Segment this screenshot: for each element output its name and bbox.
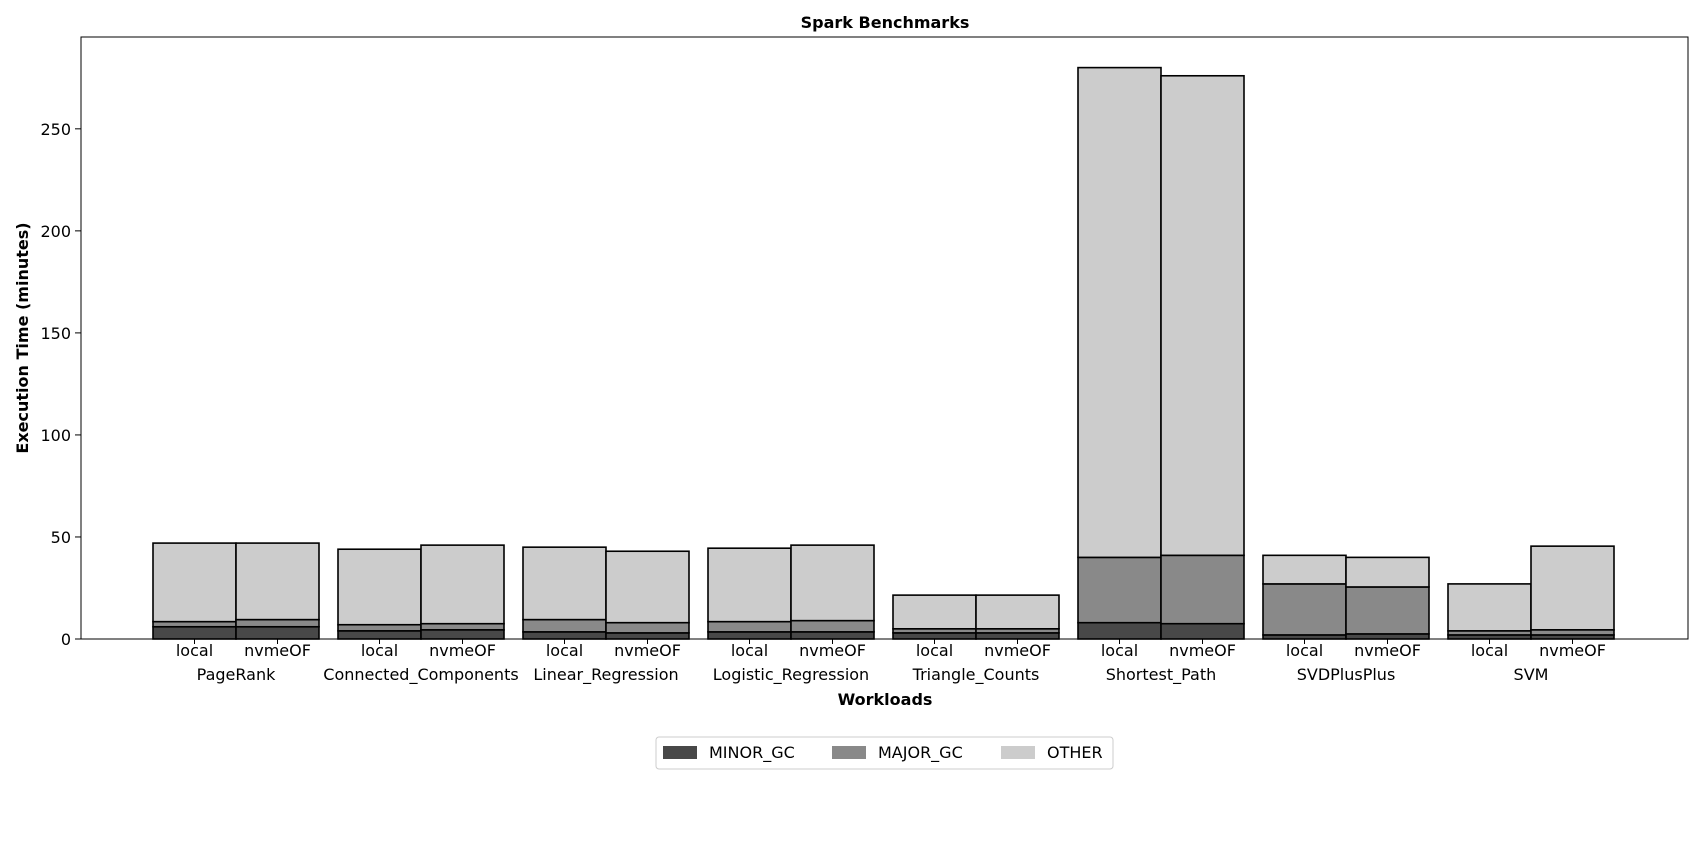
bar-segment-minor-gc: [605, 632, 690, 640]
bar-segment-minor-gc: [1077, 621, 1162, 640]
chart-title: Spark Benchmarks: [801, 13, 970, 32]
bar-segment-other: [1530, 545, 1615, 631]
x-workload-label: Logistic_Regression: [713, 665, 869, 685]
x-config-label: nvmeOF: [614, 641, 681, 660]
y-tick-label: 0: [61, 630, 71, 649]
bar-segment-other: [605, 550, 690, 624]
bar-segment-major-gc: [1345, 586, 1430, 635]
x-workload-label: Triangle_Counts: [912, 665, 1040, 685]
x-config-label: nvmeOF: [1354, 641, 1421, 660]
bar-segment-major-gc: [1262, 583, 1347, 636]
x-config-label: nvmeOF: [984, 641, 1051, 660]
bar-segment-minor-gc: [337, 630, 422, 640]
x-workload-label: PageRank: [197, 665, 276, 684]
bar-segment-minor-gc: [790, 631, 875, 640]
bar-segment-minor-gc: [152, 625, 237, 640]
bar-segment-other: [707, 547, 792, 623]
legend-label: OTHER: [1047, 743, 1103, 762]
legend: MINOR_GC MAJOR_GC OTHER: [655, 736, 1114, 770]
bar-segment-major-gc: [337, 623, 422, 632]
bar-segment-other: [1262, 554, 1347, 585]
bar-segment-minor-gc: [892, 632, 977, 640]
bar-segment-major-gc: [420, 622, 505, 631]
x-workload-label: SVM: [1514, 665, 1549, 684]
x-config-label: nvmeOF: [429, 641, 496, 660]
bar-segment-major-gc: [235, 618, 320, 628]
legend-swatch-other: [1001, 746, 1035, 759]
y-tick-label: 150: [40, 324, 71, 343]
bar-segment-other: [1077, 66, 1162, 559]
x-config-label: local: [1101, 641, 1138, 660]
y-tick-label: 50: [51, 528, 71, 547]
x-workload-label: Linear_Regression: [533, 665, 678, 685]
bar-segment-other: [1345, 556, 1430, 588]
x-config-label: local: [1286, 641, 1323, 660]
bar-segment-major-gc: [1077, 556, 1162, 624]
y-axis: 0 50 100 150 200 250: [40, 120, 81, 649]
bar-segment-other: [522, 546, 607, 621]
bar-segment-minor-gc: [522, 631, 607, 640]
x-config-label: nvmeOF: [1539, 641, 1606, 660]
x-workload-label: Shortest_Path: [1106, 665, 1217, 685]
bar-segment-major-gc: [522, 618, 607, 633]
bar-segment-major-gc: [790, 619, 875, 633]
x-workload-label: Connected_Components: [323, 665, 518, 685]
legend-label: MAJOR_GC: [878, 743, 963, 763]
y-tick-label: 250: [40, 120, 71, 139]
bar-segment-other: [790, 544, 875, 622]
bar-segment-other: [1447, 583, 1532, 632]
bar-segment-minor-gc: [707, 631, 792, 640]
x-config-label: local: [546, 641, 583, 660]
bar-segment-minor-gc: [975, 632, 1060, 640]
bar-segment-major-gc: [707, 620, 792, 633]
bar-segment-minor-gc: [1160, 622, 1245, 640]
bar-segment-other: [1160, 74, 1245, 557]
bar-segment-minor-gc: [235, 625, 320, 640]
x-workload-label: SVDPlusPlus: [1297, 665, 1396, 684]
bar-segment-major-gc: [605, 621, 690, 634]
x-config-label: local: [731, 641, 768, 660]
bar-segment-other: [337, 548, 422, 626]
x-config-label: local: [1471, 641, 1508, 660]
bar-segment-other: [420, 544, 505, 625]
x-config-label: nvmeOF: [1169, 641, 1236, 660]
x-axis-label: Workloads: [838, 690, 933, 709]
y-axis-label: Execution Time (minutes): [13, 222, 32, 453]
x-config-label: local: [361, 641, 398, 660]
bar-segment-other: [152, 542, 237, 623]
legend-frame: [655, 736, 1114, 770]
legend-swatch-major-gc: [832, 746, 866, 759]
bar-segment-other: [892, 594, 977, 630]
x-config-label: local: [916, 641, 953, 660]
x-config-label: nvmeOF: [799, 641, 866, 660]
y-tick-label: 100: [40, 426, 71, 445]
plot-area-frame: [80, 36, 1689, 640]
bars-group: [152, 66, 1615, 640]
bar-segment-other: [975, 594, 1060, 630]
bar-segment-major-gc: [1160, 554, 1245, 625]
bar-segment-other: [235, 542, 320, 621]
legend-swatch-minor-gc: [663, 746, 697, 759]
x-config-label: nvmeOF: [244, 641, 311, 660]
x-config-label: local: [176, 641, 213, 660]
y-tick-label: 200: [40, 222, 71, 241]
legend-label: MINOR_GC: [709, 743, 795, 763]
bar-segment-minor-gc: [420, 629, 505, 640]
x-axis: local nvmeOF PageRank local nvmeOF Connected_…: [176, 639, 1606, 685]
